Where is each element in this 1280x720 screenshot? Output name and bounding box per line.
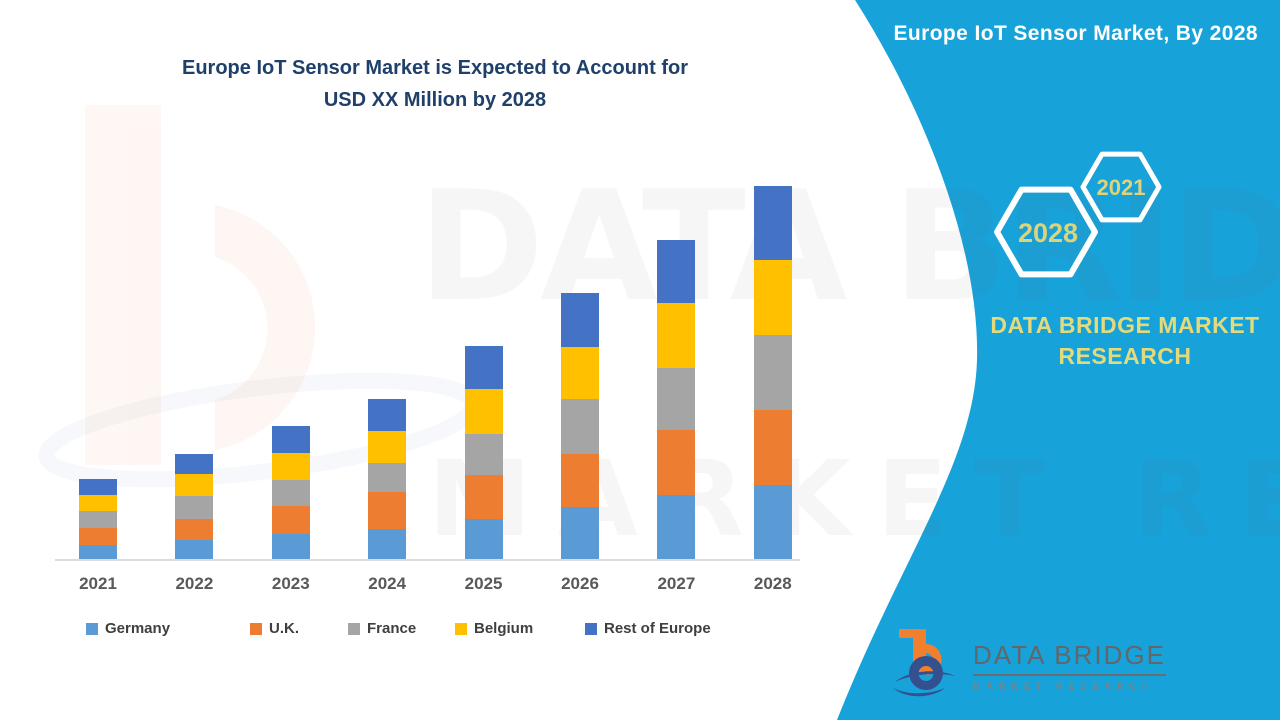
legend-label: Belgium (474, 620, 534, 637)
legend-item-rest-of-europe: Rest of Europe (585, 620, 711, 637)
bar-segment-2021-germany (79, 545, 117, 560)
x-axis-label-2026: 2026 (561, 574, 599, 593)
legend-swatch (455, 622, 467, 635)
x-axis-label-2027: 2027 (657, 574, 696, 593)
legend-label: U.K. (269, 620, 299, 637)
footer-brand-subtitle: MARKET RESEARCH (973, 681, 1155, 691)
bar-segment-2027-u-k- (657, 430, 696, 495)
bar-segment-2025-germany (464, 519, 503, 560)
bar-segment-2025-rest-of-europe (464, 346, 503, 389)
legend-label: Germany (105, 620, 171, 637)
bar-segment-2021-france (79, 511, 117, 528)
x-axis-label-2021: 2021 (79, 574, 117, 593)
bar-segment-2022-belgium (175, 474, 214, 496)
legend-swatch (86, 622, 98, 635)
bar-segment-2028-u-k- (753, 410, 792, 485)
brand-text-line1: DATA BRIDGE MARKET (990, 312, 1260, 338)
bar-segment-2023-rest-of-europe (271, 426, 310, 453)
bar-segment-2023-germany (271, 534, 310, 560)
x-axis-line (55, 559, 800, 561)
legend-item-france: France (348, 620, 416, 637)
bar-segment-2024-u-k- (368, 492, 407, 529)
hexagon-2021-label: 2021 (1097, 175, 1146, 200)
footer-brand-name: DATA BRIDGE (973, 640, 1166, 676)
brand-text-line2: RESEARCH (1058, 343, 1192, 369)
brand-text: DATA BRIDGE MARKET RESEARCH (990, 310, 1260, 372)
bar-segment-2022-germany (175, 540, 214, 560)
bar-segment-2026-rest-of-europe (561, 293, 599, 347)
bar-segment-2023-u-k- (271, 506, 310, 534)
x-axis-label-2025: 2025 (464, 574, 503, 593)
x-axis-label-2023: 2023 (271, 574, 310, 593)
bar-segment-2022-france (175, 496, 214, 519)
chart-title-line2: USD XX Million by 2028 (323, 89, 547, 111)
legend-swatch (348, 622, 360, 635)
databridge-logo-icon (893, 629, 955, 697)
bar-segment-2024-france (368, 463, 407, 492)
bar-segment-2026-france (561, 399, 599, 454)
bar-segment-2027-germany (657, 495, 696, 560)
legend-swatch (585, 622, 597, 635)
bar-segment-2027-rest-of-europe (657, 240, 696, 303)
bar-segment-2021-u-k- (79, 528, 117, 545)
bar-segment-2023-belgium (271, 453, 310, 480)
x-axis-label-2028: 2028 (753, 574, 792, 593)
footer-logo-text: DATA BRIDGE MARKET RESEARCH (973, 640, 1166, 691)
bar-segment-2028-belgium (753, 260, 792, 335)
bar-segment-2022-u-k- (175, 519, 214, 540)
legend-item-belgium: Belgium (455, 620, 533, 637)
bar-segment-2025-france (464, 434, 503, 475)
hexagon-2028-label: 2028 (1018, 218, 1078, 248)
hexagon-2021 (1080, 151, 1162, 223)
x-axis-label-2022: 2022 (175, 574, 214, 593)
bar-segment-2025-belgium (464, 389, 503, 434)
hexagon-badges: 2021 2028 (994, 151, 1162, 278)
bar-segment-2025-u-k- (464, 475, 503, 519)
bar-segment-2024-rest-of-europe (368, 399, 407, 431)
bar-segment-2023-france (271, 480, 310, 506)
bar-segment-2022-rest-of-europe (175, 454, 214, 474)
footer-logo: DATA BRIDGE MARKET RESEARCH (893, 626, 1166, 700)
bar-segment-2028-france (753, 335, 792, 410)
legend-label: France (367, 620, 417, 637)
bar-segment-2021-rest-of-europe (79, 479, 117, 495)
bar-segment-2024-belgium (368, 431, 407, 463)
hexagon-2028 (994, 186, 1098, 278)
bar-segment-2026-u-k- (561, 454, 599, 507)
legend-item-u-k-: U.K. (250, 620, 299, 637)
chart-title-line1: Europe IoT Sensor Market is Expected to … (181, 57, 688, 79)
bar-segment-2021-belgium (79, 495, 117, 511)
bar-segment-2028-rest-of-europe (753, 186, 792, 260)
bar-segment-2026-belgium (561, 347, 599, 399)
bar-segment-2028-germany (753, 485, 792, 560)
bar-segment-2026-germany (561, 507, 599, 560)
legend-label: Rest of Europe (604, 620, 711, 637)
legend-swatch (250, 622, 262, 635)
legend-item-germany: Germany (86, 620, 170, 637)
panel-title: Europe IoT Sensor Market, By 2028 (893, 22, 1258, 45)
bar-segment-2027-belgium (657, 303, 696, 368)
bar-segment-2027-france (657, 368, 696, 430)
x-axis-label-2024: 2024 (368, 574, 407, 593)
bar-segment-2024-germany (368, 529, 407, 560)
chart-title: Europe IoT Sensor Market is Expected to … (70, 52, 800, 116)
